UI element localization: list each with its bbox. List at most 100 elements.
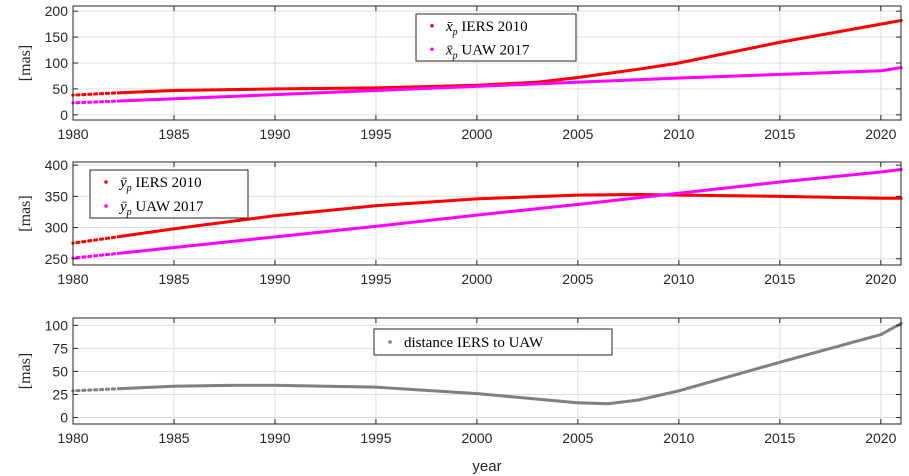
y-tick-label: 150 xyxy=(45,29,69,45)
x-tick-label: 2020 xyxy=(865,271,896,287)
x-tick-label: 1985 xyxy=(158,271,189,287)
legend: distance IERS to UAW xyxy=(373,328,613,356)
y-tick-label: 300 xyxy=(45,220,69,236)
x-tick-label: 2000 xyxy=(461,271,492,287)
data-point xyxy=(77,240,81,244)
legend-label: x̄p IERS 2010 xyxy=(445,19,528,38)
y-tick-label: 350 xyxy=(45,188,69,204)
data-point xyxy=(89,254,93,258)
legend-box xyxy=(373,328,613,356)
data-point xyxy=(112,91,116,95)
data-point xyxy=(89,100,93,104)
data-point xyxy=(95,238,99,242)
x-tick-label: 2015 xyxy=(764,430,795,446)
panel-2: 1980 1985 1990 1995 2000 2005 2010 2015 2020 250 3… xyxy=(17,157,903,287)
data-point xyxy=(95,254,99,258)
data-point xyxy=(89,92,93,96)
data-point xyxy=(77,93,81,97)
legend-marker xyxy=(430,23,434,28)
data-point xyxy=(112,99,116,103)
data-point xyxy=(106,387,111,391)
x-tick-label: 2020 xyxy=(865,126,896,142)
series-1 xyxy=(71,18,903,97)
x-tick-label: 2000 xyxy=(461,430,492,446)
x-tick-label: 2010 xyxy=(663,430,694,446)
y-tick-label: 0 xyxy=(60,107,68,123)
data-point xyxy=(95,388,99,392)
x-tick-label: 1990 xyxy=(259,126,290,142)
legend-box xyxy=(415,13,577,62)
data-point xyxy=(112,387,116,391)
x-tick-label: 2015 xyxy=(764,271,795,287)
data-point xyxy=(106,99,111,104)
data-point xyxy=(89,388,93,392)
legend-label: ȳp IERS 2010 xyxy=(118,175,202,194)
x-axis-label: year xyxy=(472,458,501,475)
x-tick-label: 1995 xyxy=(360,430,391,446)
x-tick-label: 1985 xyxy=(158,430,189,446)
x-tick-label: 2015 xyxy=(764,126,795,142)
series-2 xyxy=(71,167,903,260)
y-tick-label: 100 xyxy=(45,55,69,71)
x-tick-label: 1985 xyxy=(158,126,189,142)
panel-3: 1980 1985 1990 1995 2000 2005 2010 2015 2020 0 25 5… xyxy=(17,317,903,475)
data-point xyxy=(112,252,116,256)
y-axis-label: [mas] xyxy=(17,195,34,231)
x-tick-label: 1990 xyxy=(259,430,290,446)
x-tick-label: 2000 xyxy=(461,126,492,142)
data-point xyxy=(83,100,87,105)
data-point xyxy=(106,236,111,240)
y-tick-label: 25 xyxy=(52,387,68,403)
x-tick-label: 2005 xyxy=(562,126,593,142)
data-point xyxy=(83,92,87,97)
data-point xyxy=(100,253,105,257)
data-point xyxy=(77,255,81,260)
legend-label: x̄p UAW 2017 xyxy=(445,42,530,61)
data-point xyxy=(89,239,93,243)
legend-marker xyxy=(430,47,434,52)
data-point xyxy=(83,239,87,244)
axes-box xyxy=(72,161,902,266)
x-tick-label: 1995 xyxy=(360,271,391,287)
data-point xyxy=(100,387,105,392)
data-point xyxy=(106,91,111,95)
data-point xyxy=(95,92,99,96)
data-point xyxy=(77,101,81,105)
data-point xyxy=(95,100,99,104)
y-tick-label: 75 xyxy=(52,340,68,356)
y-tick-label: 50 xyxy=(52,81,68,97)
x-tick-label: 2005 xyxy=(562,430,593,446)
legend: x̄p IERS 2010 x̄p UAW 2017 xyxy=(415,13,577,62)
data-point xyxy=(106,252,111,256)
x-tick-label: 1990 xyxy=(259,271,290,287)
y-axis-label: [mas] xyxy=(17,353,34,389)
x-tick-label: 2020 xyxy=(865,430,896,446)
data-point xyxy=(83,255,87,259)
series-1 xyxy=(71,192,903,245)
data-point xyxy=(100,100,105,104)
series-1 xyxy=(71,321,903,406)
legend-marker xyxy=(388,340,392,344)
legend-label: ȳp UAW 2017 xyxy=(118,199,204,218)
legend-box xyxy=(89,169,249,219)
y-tick-label: 250 xyxy=(45,251,69,267)
x-tick-label: 2005 xyxy=(562,271,593,287)
x-tick-label: 1995 xyxy=(360,126,391,142)
y-tick-label: 200 xyxy=(45,3,69,19)
y-tick-label: 100 xyxy=(45,317,69,333)
x-tick-label: 2010 xyxy=(663,126,694,142)
data-point xyxy=(100,92,105,96)
data-point xyxy=(83,388,87,392)
y-axis-label: [mas] xyxy=(17,45,34,81)
x-tick-label: 1980 xyxy=(57,430,88,446)
x-tick-label: 2010 xyxy=(663,271,694,287)
legend-marker xyxy=(104,204,108,208)
panel-1: 1980 1985 1990 1995 2000 2005 2010 2015 2020 0 50 1… xyxy=(17,3,903,142)
series-2 xyxy=(71,66,903,105)
legend: ȳp IERS 2010 ȳp UAW 2017 xyxy=(89,169,249,219)
y-tick-label: 50 xyxy=(52,363,68,379)
y-tick-label: 0 xyxy=(60,410,68,426)
data-point xyxy=(77,388,81,393)
x-tick-label: 1980 xyxy=(57,271,88,287)
